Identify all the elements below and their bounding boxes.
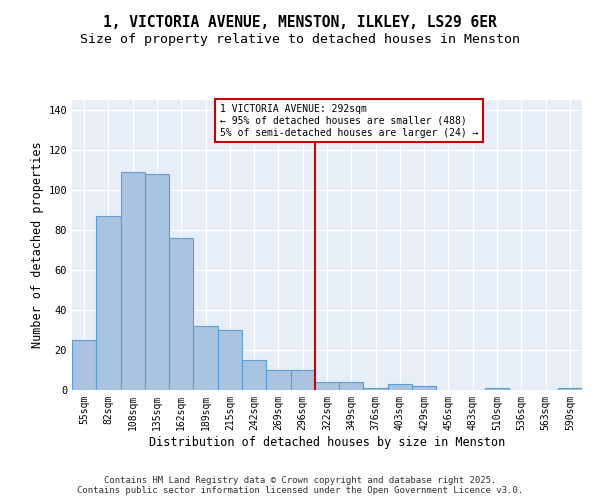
Bar (364, 388, 388, 390)
Text: 1 VICTORIA AVENUE: 292sqm
← 95% of detached houses are smaller (488)
5% of semi-: 1 VICTORIA AVENUE: 292sqm ← 95% of detac… (220, 104, 478, 138)
Bar (193, 326, 218, 390)
Y-axis label: Number of detached properties: Number of detached properties (31, 142, 44, 348)
Bar (290, 370, 315, 390)
Bar (485, 388, 509, 390)
Bar (558, 388, 582, 390)
Bar (412, 386, 436, 390)
Text: 1, VICTORIA AVENUE, MENSTON, ILKLEY, LS29 6ER: 1, VICTORIA AVENUE, MENSTON, ILKLEY, LS2… (103, 15, 497, 30)
Bar (266, 370, 290, 390)
Bar (315, 382, 339, 390)
Text: Size of property relative to detached houses in Menston: Size of property relative to detached ho… (80, 32, 520, 46)
X-axis label: Distribution of detached houses by size in Menston: Distribution of detached houses by size … (149, 436, 505, 448)
Bar (218, 330, 242, 390)
Bar (121, 172, 145, 390)
Bar (242, 360, 266, 390)
Text: Contains HM Land Registry data © Crown copyright and database right 2025.
Contai: Contains HM Land Registry data © Crown c… (77, 476, 523, 495)
Bar (96, 216, 121, 390)
Bar (72, 340, 96, 390)
Bar (169, 238, 193, 390)
Bar (339, 382, 364, 390)
Bar (145, 174, 169, 390)
Bar (388, 384, 412, 390)
